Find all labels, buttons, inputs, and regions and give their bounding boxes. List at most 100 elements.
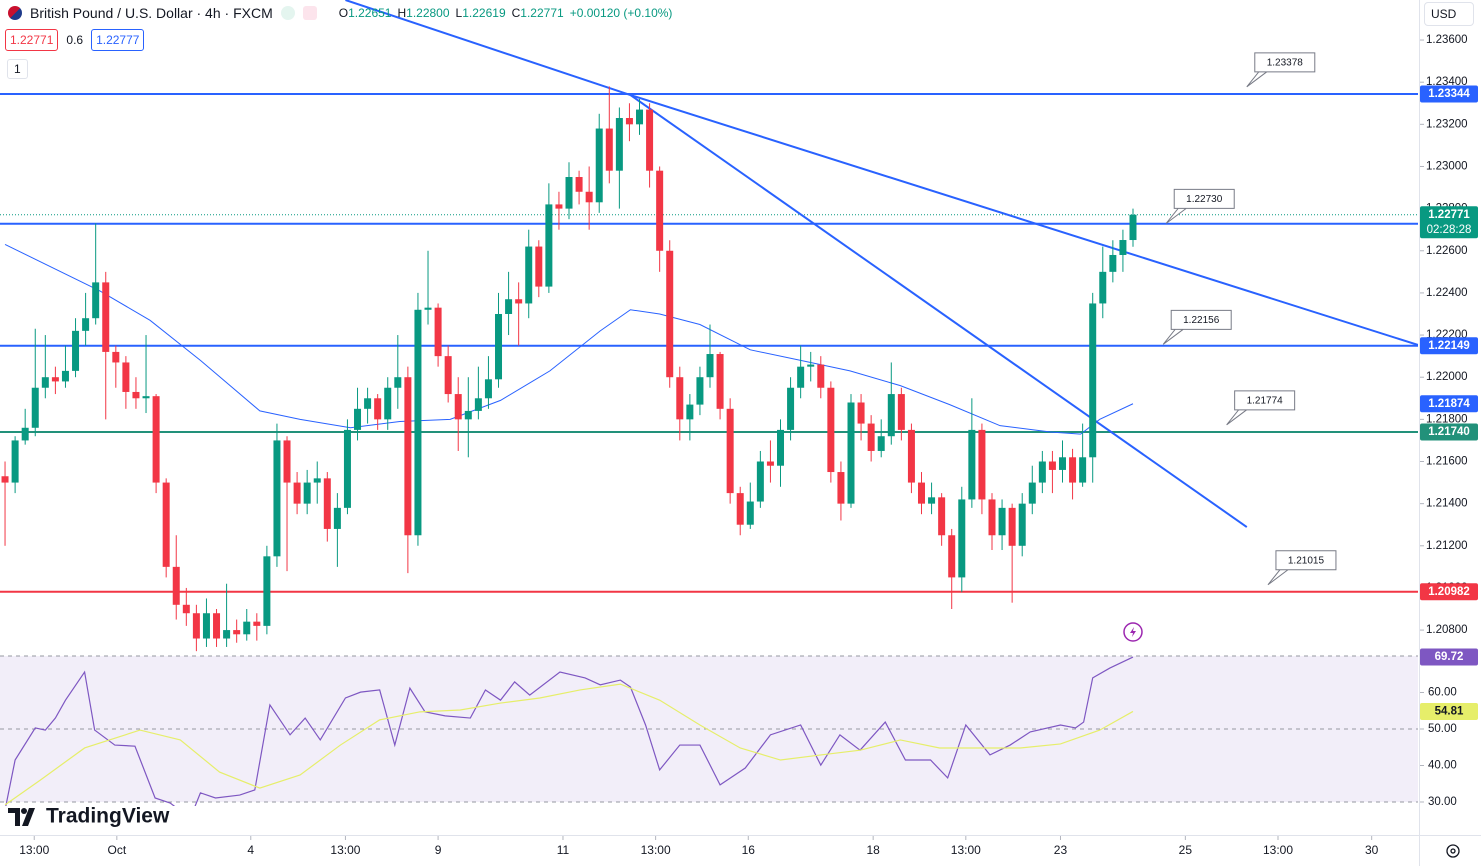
price-note: 1.21015 — [1267, 550, 1337, 586]
price-note: 1.21774 — [1226, 390, 1296, 426]
rsi-pane — [0, 655, 1418, 806]
moving-average — [4, 243, 1134, 435]
candle-body — [454, 394, 462, 420]
price-note-label: 1.23378 — [1267, 57, 1304, 68]
candle-body — [273, 440, 281, 557]
candle-body — [938, 497, 946, 536]
candle-body — [857, 402, 865, 424]
candle-body — [978, 429, 986, 500]
candle-body — [605, 128, 613, 171]
price-note-label: 1.21774 — [1247, 395, 1284, 406]
ohlc-value: 1.22651 — [348, 6, 392, 20]
alert-icon[interactable] — [1123, 622, 1143, 642]
y-tick-label: 1.21400 — [1426, 498, 1468, 510]
candle-body — [72, 330, 80, 371]
ma-tag-bg — [1420, 395, 1478, 413]
status-flag[interactable] — [302, 6, 317, 20]
candle-body — [998, 507, 1006, 536]
settings-icon[interactable] — [1446, 844, 1460, 858]
header: British Pound / U.S. Dollar · 4h · FXCM … — [8, 3, 672, 23]
sell-price[interactable]: 1.22771 — [5, 29, 59, 51]
candle-body — [948, 535, 956, 578]
candle-body — [847, 402, 855, 504]
symbol-title[interactable]: British Pound / U.S. Dollar · 4h · FXCM — [30, 5, 273, 21]
y-tick-label: 1.23400 — [1426, 76, 1468, 88]
candle-body — [92, 282, 100, 319]
candle-body — [283, 440, 291, 483]
candle-body — [555, 204, 563, 209]
candle-body — [51, 377, 59, 382]
x-tick-label: 11 — [557, 843, 570, 857]
candle-body — [877, 436, 885, 451]
candle-body — [867, 423, 875, 451]
y-tick-label: 40.00 — [1428, 760, 1457, 772]
ohlc-key: L — [455, 6, 463, 20]
y-tick-label: 1.21600 — [1426, 456, 1468, 468]
candle-body — [716, 354, 724, 409]
x-tick-label: Oct — [107, 843, 126, 857]
ohlc-value: 1.22771 — [520, 6, 564, 20]
candle-body — [374, 398, 382, 420]
candle-body — [837, 472, 845, 504]
candle-body — [797, 366, 805, 388]
candle-body — [595, 128, 603, 203]
candle-body — [142, 396, 150, 399]
indicator-toggle[interactable]: 1 — [7, 59, 28, 79]
candle-body — [464, 410, 472, 420]
x-tick-label: 30 — [1365, 843, 1379, 857]
rsi-line — [4, 683, 1134, 806]
price-note-box — [1162, 309, 1232, 345]
candle-body — [625, 118, 633, 125]
candle-body — [545, 204, 553, 287]
ohlc-value: 1.22800 — [406, 6, 450, 20]
x-tick-label: 25 — [1179, 843, 1193, 857]
candle-body — [424, 307, 432, 310]
candle-body — [293, 482, 301, 504]
candle-body — [1028, 482, 1036, 504]
candle-body — [505, 299, 513, 314]
candle-body — [313, 478, 321, 483]
candle-body — [1079, 457, 1087, 483]
y-tick-label: 1.22600 — [1426, 245, 1468, 257]
x-tick-label: 13:00 — [330, 843, 360, 857]
candle-body — [807, 364, 815, 367]
currency: USD — [1431, 7, 1457, 21]
price-tags: 1.233441.227281.221491.217401.209821.218… — [1420, 85, 1478, 720]
candle-body — [907, 429, 915, 483]
candle-body — [575, 177, 583, 192]
candle-body — [474, 398, 482, 411]
candle-body — [787, 387, 795, 430]
level-tag-bg — [1420, 583, 1478, 601]
rsi-tag-bg — [1420, 648, 1478, 666]
candle-body — [766, 461, 774, 466]
candle-body — [1038, 461, 1046, 483]
candle-body — [263, 556, 271, 626]
candle-body — [192, 613, 200, 639]
candle-body — [726, 408, 734, 494]
ohlc-item: L1.22619 — [456, 6, 506, 20]
candle-body — [1058, 457, 1066, 470]
price-pane: 1.23378 1.22730 1.22156 1.21774 1.21015 — [0, 0, 1418, 652]
rsi-tag-bg — [1420, 702, 1478, 720]
candle-body — [21, 427, 29, 441]
price-note: 1.22156 — [1162, 309, 1232, 345]
rsi-band — [0, 656, 1418, 802]
buy-price[interactable]: 1.22777 — [91, 29, 145, 51]
candle-body — [253, 621, 261, 626]
candle-body — [736, 493, 744, 525]
current-price-tag-countdown: 02:28:28 — [1427, 224, 1472, 236]
candle-body — [384, 387, 392, 420]
candle-body — [434, 307, 442, 357]
currency-select[interactable]: USD — [1424, 2, 1474, 26]
candle-body — [132, 391, 140, 399]
candle-body — [152, 396, 160, 483]
candle-body — [82, 318, 90, 331]
indicator-count: 1 — [14, 62, 21, 76]
candle-body — [585, 191, 593, 203]
status-dot[interactable] — [280, 6, 295, 20]
candle-body — [202, 613, 210, 639]
candle-body — [11, 440, 19, 483]
price-note-label: 1.22156 — [1183, 315, 1220, 326]
ohlc-key: C — [511, 6, 521, 20]
candle-body — [31, 387, 39, 428]
